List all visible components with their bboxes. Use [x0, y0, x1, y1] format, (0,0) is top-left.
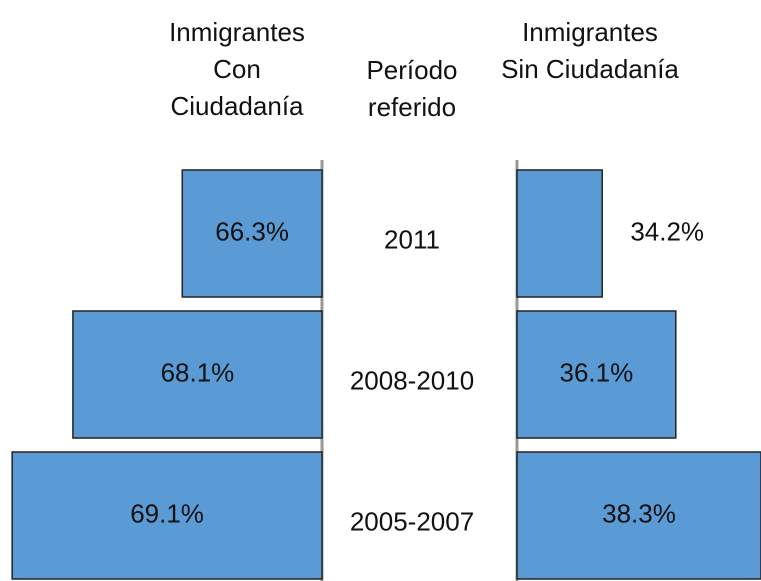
- category-label: 2005-2007: [350, 506, 474, 536]
- value-label: 68.1%: [161, 357, 235, 387]
- right-title: Inmigrantes Sin Ciudadanía: [501, 17, 679, 84]
- value-label: 69.1%: [130, 498, 204, 528]
- bar: [11, 451, 323, 580]
- center-title: Período referido: [366, 55, 458, 122]
- value-label: 66.3%: [215, 216, 289, 246]
- category-label: 2008-2010: [350, 365, 474, 395]
- value-label: 34.2%: [630, 216, 704, 246]
- left-title: Inmigrantes Con Ciudadanía: [169, 17, 305, 121]
- bar: [516, 310, 677, 439]
- bar: [516, 451, 761, 580]
- bar: [72, 310, 323, 439]
- bar: [516, 169, 603, 298]
- category-label: 2011: [384, 224, 440, 254]
- value-label: 36.1%: [560, 357, 634, 387]
- value-label: 38.3%: [602, 498, 676, 528]
- bar: [181, 169, 323, 298]
